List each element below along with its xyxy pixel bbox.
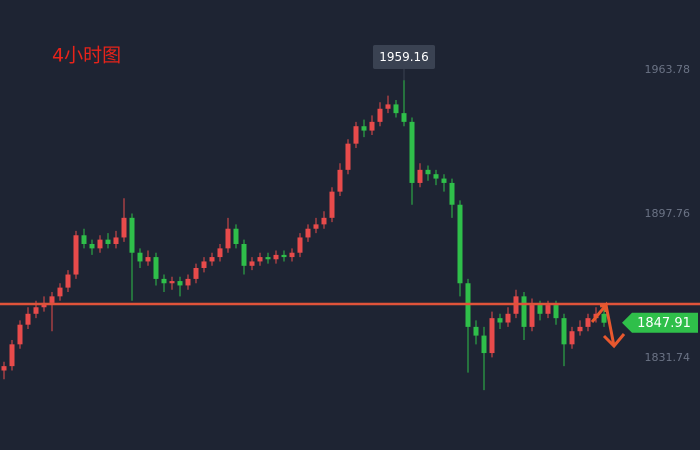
candle-body [433,174,439,179]
candle-body [377,108,383,122]
candle-body [521,296,527,327]
candle-body [297,237,303,253]
candle-body [129,217,135,253]
candle-body [249,261,255,266]
candle-body [417,169,423,183]
candle-body [153,257,159,279]
candle-body [401,113,407,122]
y-tick-label: 1831.74 [645,351,691,364]
candle-body [545,305,551,314]
candle-body [97,239,103,249]
candle-body [537,305,543,314]
candle-body [121,217,127,238]
candle-body [193,267,199,279]
candle-body [233,228,239,244]
candle-body [361,126,367,131]
candle-body [257,257,263,262]
candle-body [265,257,271,260]
candle-body [289,252,295,258]
candle-body [353,126,359,144]
candle-body [561,318,567,345]
candle-body [241,243,247,266]
candle-body [585,318,591,327]
candle-body [9,344,15,367]
candle-body [169,281,175,284]
candle-body [337,169,343,192]
candle-body [441,178,447,183]
trend-arrows [590,301,626,349]
candle-body [65,274,71,288]
chart-title: 4小时图 [52,45,121,67]
candle-body [305,228,311,238]
last-price-label: 1847.91 [637,316,691,331]
candle-body [569,331,575,345]
candle-body [73,235,79,275]
candle-body [481,335,487,354]
candle-body [425,169,431,175]
candle-body [17,324,23,345]
candle-body [601,313,607,323]
candle-body [409,121,415,183]
candle-body [49,296,55,303]
candle-body [57,287,63,297]
candle-body [217,248,223,258]
candle-body [137,252,143,262]
candle-body [161,278,167,284]
candle-body [105,239,111,244]
y-tick-label: 1963.78 [645,63,691,76]
last-price-tag [622,312,698,333]
candle-body [393,104,399,114]
candle-body [25,313,31,325]
max-tooltip-bg [373,45,435,69]
candle-body [449,182,455,205]
candle-body [1,366,7,371]
candle-body [553,305,559,319]
candle-body [225,228,231,249]
candle-body [113,237,119,244]
candle-body [145,257,151,262]
candle-body [273,254,279,260]
candle-body [473,326,479,336]
candle-body [489,318,495,354]
candle-body [177,281,183,286]
candle-body [33,307,39,314]
candle-body [329,191,335,218]
candle-body [201,261,207,268]
candle-body [497,318,503,323]
candle-body [209,257,215,262]
candle-body [81,235,87,244]
candle-body [89,243,95,249]
candle-body [577,326,583,332]
candle-body [345,143,351,170]
candle-body [457,204,463,284]
candle-body [321,217,327,225]
candle-body [385,104,391,109]
candle-body [281,254,287,258]
y-tick-label: 1897.76 [645,207,691,220]
candle-body [505,313,511,323]
candle-body [313,224,319,229]
candle-body [369,121,375,131]
candle-body [185,278,191,286]
max-tooltip: 1959.16 [379,50,429,64]
candle-body [529,305,535,327]
